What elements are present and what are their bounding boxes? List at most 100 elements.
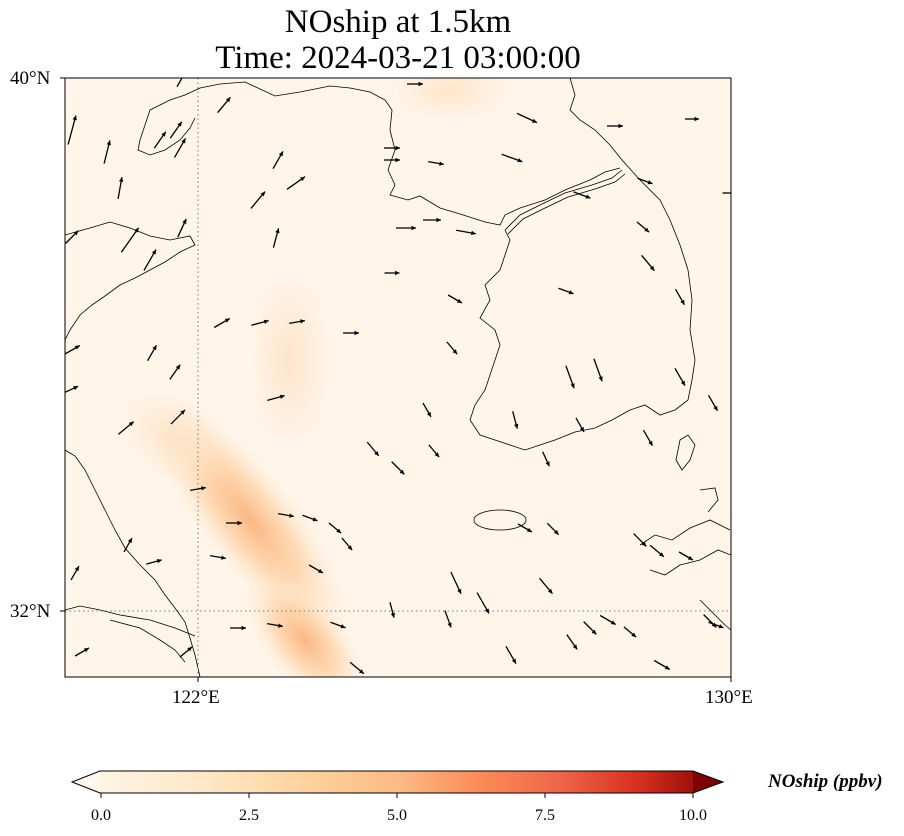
- wind-arrow-head: [610, 620, 616, 625]
- wind-arrow-head: [456, 298, 462, 303]
- gridlines: [65, 78, 731, 677]
- wind-arrow-head: [471, 230, 476, 236]
- wind-arrow-shaft: [120, 227, 140, 253]
- wind-arrow-head: [300, 176, 306, 182]
- wind-arrow-head: [336, 528, 342, 534]
- colorbar-tick-0: 0.0: [91, 807, 111, 824]
- wind-arrow-head: [260, 191, 266, 197]
- wind-arrow-head: [300, 319, 305, 324]
- wind-arrow-head: [118, 177, 124, 182]
- colorbar-label: NOship (ppbv): [768, 771, 883, 792]
- wind-arrow-head: [74, 566, 79, 572]
- concentration-field: [65, 78, 731, 677]
- wind-arrow-head: [711, 622, 717, 628]
- wind-arrow-head: [156, 558, 162, 564]
- colorbar-tick-2: 5.0: [387, 807, 407, 824]
- wind-arrow-head: [175, 364, 181, 370]
- wind-arrow-head: [390, 612, 396, 618]
- wind-arrow-head: [241, 625, 246, 631]
- wind-arrow-head: [598, 376, 603, 382]
- wind-arrow-head: [224, 318, 230, 323]
- wind-arrow-head: [128, 421, 134, 427]
- wind-arrow-head: [680, 380, 685, 386]
- wind-arrow-head: [151, 249, 156, 255]
- wind-arrow-head: [514, 423, 519, 429]
- wind-arrow-head: [399, 469, 405, 475]
- wind-arrow-head: [545, 461, 550, 467]
- wind-arrow-head: [641, 541, 647, 547]
- wind-arrow-head: [395, 157, 400, 163]
- wind-arrow-head: [713, 405, 718, 411]
- wind-arrow-head: [263, 319, 269, 324]
- colorbar: [70, 770, 725, 798]
- colorbar-tick-4: 10.0: [679, 807, 707, 824]
- wind-arrow-head: [687, 555, 693, 560]
- wind-arrow-head: [221, 555, 226, 560]
- wind-arrow-head: [436, 217, 441, 223]
- wind-arrow-head: [553, 529, 559, 535]
- wind-arrow-head: [134, 227, 139, 233]
- wind-arrow-head: [182, 218, 187, 224]
- wind-arrow-head: [312, 517, 318, 522]
- wind-arrow-head: [106, 140, 111, 146]
- wind-arrow-head: [127, 538, 132, 544]
- wind-arrow-head: [447, 622, 452, 628]
- wind-arrow-head: [526, 527, 532, 532]
- wind-arrow-head: [278, 623, 283, 628]
- wind-arrow-head: [718, 624, 724, 629]
- wind-arrow-head: [317, 568, 323, 573]
- map-time: Time: 2024-03-21 03:00:00: [215, 40, 581, 76]
- wind-arrow-head: [733, 191, 738, 195]
- wind-arrow-head: [568, 290, 574, 295]
- wind-arrow-head: [359, 669, 364, 674]
- wind-arrow-head: [187, 646, 193, 652]
- map-title: NOship at 1.5km: [284, 4, 512, 40]
- wind-arrow-head: [73, 386, 79, 391]
- wind-arrow-head: [395, 270, 400, 276]
- wind-arrow-shaft: [67, 115, 77, 145]
- wind-arrow-head: [237, 520, 242, 526]
- wind-arrow-head: [83, 648, 89, 653]
- wind-arrow-head: [183, 69, 187, 74]
- coastlines: [65, 78, 731, 677]
- wind-arrow-head: [181, 138, 186, 144]
- wind-arrow-head: [664, 665, 670, 670]
- wind-arrow-head: [547, 588, 553, 594]
- wind-arrow-head: [395, 145, 400, 151]
- wind-arrow-head: [579, 426, 584, 432]
- wind-arrow-head: [517, 158, 523, 163]
- axis-ticks: [60, 77, 732, 682]
- wind-arrow-head: [439, 161, 444, 166]
- wind-arrow-head: [644, 227, 650, 233]
- wind-arrow-head: [73, 230, 79, 236]
- lon-label-122: 122°E: [172, 687, 220, 708]
- wind-arrow-head: [354, 330, 359, 336]
- lat-label-40: 40°N: [10, 68, 51, 89]
- wind-arrow-head: [289, 513, 294, 518]
- wind-arrow-head: [484, 608, 489, 614]
- wind-arrow-head: [201, 486, 206, 491]
- wind-arrow-head: [374, 451, 379, 456]
- wind-arrow-head: [585, 194, 591, 199]
- lon-label-130: 130°E: [705, 687, 753, 708]
- wind-arrow-head: [278, 151, 283, 157]
- wind-arrow-head: [72, 115, 77, 121]
- wind-arrow-head: [279, 394, 285, 399]
- wind-arrow-head: [225, 97, 231, 103]
- wind-arrow-head: [531, 118, 537, 123]
- wind-arrow-head: [161, 131, 166, 137]
- wind-arrow-head: [647, 180, 653, 185]
- colorbar-tick-1: 2.5: [239, 807, 259, 824]
- colorbar-tick-3: 7.5: [535, 807, 555, 824]
- lat-label-32: 32°N: [10, 601, 51, 622]
- wind-arrow-head: [659, 552, 664, 557]
- wind-arrow-head: [511, 658, 516, 664]
- wind-arrow-head: [275, 228, 280, 234]
- wind-arrow-head: [434, 452, 440, 458]
- wind-arrow-head: [618, 123, 623, 129]
- wind-arrow-head: [347, 545, 353, 551]
- wind-vectors: [65, 69, 738, 675]
- wind-arrow-head: [152, 345, 157, 351]
- wind-arrow-head: [426, 411, 431, 417]
